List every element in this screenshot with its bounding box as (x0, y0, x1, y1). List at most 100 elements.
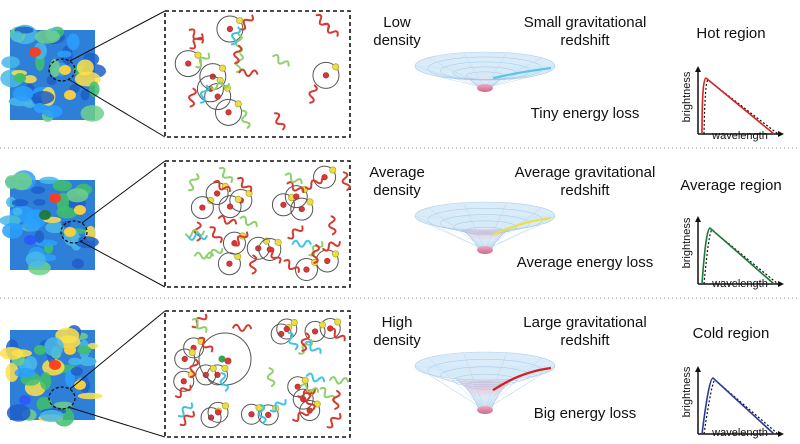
reference-curve (703, 229, 779, 285)
photon-wave (239, 215, 258, 228)
photon-wave (328, 215, 337, 236)
plasma-zoom-box (164, 160, 351, 288)
proton (248, 411, 255, 418)
atom (174, 50, 202, 78)
region-label-row2: Average region (680, 177, 782, 194)
electron (329, 166, 337, 174)
proton (202, 371, 209, 379)
zoom-line-bottom (67, 406, 166, 438)
electron (209, 364, 217, 372)
electron (219, 64, 227, 72)
cmb-map-thumbnail (0, 325, 103, 427)
electron (221, 364, 229, 372)
zoom-line-bottom (67, 78, 166, 138)
proton (185, 60, 192, 67)
proton (225, 109, 232, 116)
photon-wave (287, 225, 304, 240)
photon-wave (209, 226, 223, 244)
density-label-row2: Average density (369, 164, 425, 199)
electron (306, 198, 314, 206)
plot-xlabel-row2: wavelength (712, 278, 768, 290)
photon-wave (195, 52, 211, 69)
atom (174, 348, 196, 370)
atom (195, 364, 217, 386)
proton (214, 93, 221, 100)
electron (332, 250, 340, 258)
proton (180, 378, 187, 385)
y-arrow (695, 366, 701, 372)
electron (332, 63, 340, 71)
proton (322, 72, 330, 79)
potential-well-funnel (414, 201, 556, 254)
photon-wave (198, 336, 214, 353)
photon-wave (308, 84, 318, 104)
photon-wave (311, 244, 320, 264)
electron (234, 195, 242, 203)
nucleus (218, 355, 226, 363)
photon-wave (315, 13, 330, 30)
atom (207, 401, 230, 423)
atom (240, 403, 263, 425)
atom (218, 195, 242, 219)
electron (319, 321, 327, 329)
photon-wave (332, 389, 341, 410)
photon-wave (241, 109, 251, 129)
well-bottom (477, 246, 493, 254)
electron (234, 100, 242, 108)
density-label-row1: Low density (373, 14, 421, 49)
photon-wave (292, 409, 310, 423)
photon-wave (213, 179, 231, 193)
redshift-label-row2: Average gravitational redshift (514, 164, 656, 199)
proton (207, 414, 215, 421)
energy-loss-label-row1: Tiny energy loss (530, 105, 640, 122)
proton (226, 25, 234, 33)
proton (181, 355, 188, 363)
atom (313, 165, 337, 189)
y-arrow (695, 66, 701, 72)
plot-xlabel-row1: wavelength (712, 130, 768, 142)
photon-wave (284, 172, 303, 185)
proton (199, 204, 206, 211)
electron (301, 376, 309, 384)
spectrum-curve (701, 377, 775, 435)
photon-wave (238, 68, 259, 78)
photon-path (492, 216, 552, 236)
cmb-map-thumbnail (0, 170, 99, 276)
region-label-row3: Cold region (692, 325, 770, 342)
proton (294, 383, 301, 390)
photon-wave (248, 254, 258, 275)
electron (274, 238, 282, 246)
redshift-label-row3: Large gravitational redshift (523, 314, 647, 349)
photon-wave (187, 173, 200, 192)
proton (293, 193, 300, 200)
cmb-map-thumbnail (0, 24, 107, 122)
photon-wave (239, 14, 254, 31)
photon-wave (237, 176, 253, 193)
row-1 (0, 10, 784, 138)
atom (276, 318, 298, 340)
photon-wave (219, 372, 229, 392)
photon-wave (305, 177, 323, 190)
plot-ylabel-row1: brightness (681, 71, 693, 123)
photon-wave (305, 391, 316, 411)
photon-wave (217, 215, 238, 225)
energy-loss-label-row3: Big energy loss (533, 405, 637, 422)
photon-wave (174, 384, 192, 399)
proton (311, 328, 319, 335)
photon-wave (233, 231, 249, 247)
electron (207, 196, 215, 204)
plasma-zoom-box (164, 310, 351, 438)
proton (226, 203, 234, 210)
well-bottom (477, 84, 493, 92)
x-arrow (778, 431, 784, 437)
x-arrow (778, 131, 784, 137)
proton (321, 174, 328, 181)
photon-wave (300, 383, 320, 393)
photon-wave (329, 376, 350, 385)
atom (304, 320, 327, 342)
spectrum-plot (695, 216, 784, 287)
photon-wave (266, 367, 276, 388)
proton (280, 201, 287, 208)
atom (312, 61, 340, 89)
